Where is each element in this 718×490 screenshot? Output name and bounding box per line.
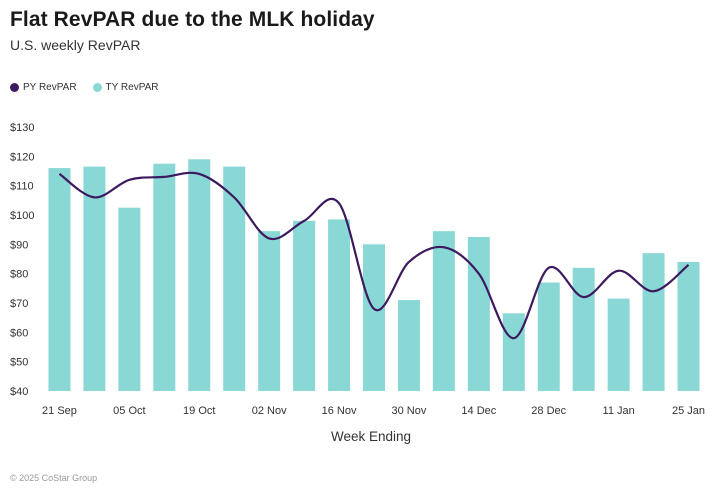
- legend-ty-swatch: [92, 83, 102, 92]
- y-tick-label: $40: [10, 386, 28, 398]
- bar-ty-04-jan: [572, 267, 595, 391]
- bar-ty-26-oct: [223, 166, 246, 391]
- bar-ty-28-dec: [537, 282, 560, 391]
- legend-item-ty: TY RevPAR: [92, 82, 159, 93]
- bar-ty-12-oct: [153, 163, 176, 391]
- y-tick-label: $110: [10, 181, 34, 193]
- y-tick-label: $60: [10, 327, 28, 339]
- y-tick-label: $70: [10, 298, 28, 310]
- bar-ty-21-sep: [48, 168, 71, 391]
- bar-ty-23-nov: [363, 244, 385, 391]
- x-tick-label: 21 Sep: [42, 405, 77, 417]
- line-py-revpar: [58, 171, 690, 340]
- bar-ty-02-nov: [258, 231, 281, 391]
- bar-ty-25-jan: [677, 261, 700, 391]
- legend-ty-label: TY RevPAR: [105, 82, 159, 93]
- y-tick-label: $100: [10, 210, 34, 222]
- legend: PY RevPAR TY RevPAR: [10, 82, 175, 93]
- legend-item-py: PY RevPAR: [10, 82, 77, 93]
- chart-subtitle: U.S. weekly RevPAR: [10, 37, 141, 53]
- x-tick-label: 19 Oct: [183, 405, 215, 417]
- y-tick-label: $130: [10, 122, 34, 134]
- y-tick-label: $120: [10, 151, 34, 163]
- bar-ty-05-oct: [118, 207, 141, 391]
- bar-ty-09-nov: [293, 220, 316, 391]
- x-tick-label: 16 Nov: [322, 405, 357, 417]
- bar-ty-14-dec: [467, 237, 490, 391]
- bar-ty-18-jan: [642, 253, 665, 391]
- bar-ty-16-nov: [328, 219, 351, 391]
- legend-py-label: PY RevPAR: [23, 82, 77, 93]
- y-tick-label: $80: [10, 269, 28, 281]
- legend-py-swatch: [10, 83, 19, 92]
- x-axis-label: Week Ending: [331, 429, 411, 444]
- bar-ty-19-oct: [188, 159, 211, 391]
- bar-ty-28-sep: [83, 166, 106, 391]
- bar-ty-11-jan: [607, 298, 630, 391]
- x-tick-label: 25 Jan: [672, 405, 705, 417]
- x-tick-label: 05 Oct: [113, 405, 145, 417]
- x-tick-label: 28 Dec: [531, 405, 566, 417]
- copyright-footer: © 2025 CoStar Group: [10, 473, 98, 483]
- x-tick-label: 14 Dec: [461, 405, 496, 417]
- x-tick-label: 30 Nov: [392, 405, 427, 417]
- y-tick-label: $90: [10, 239, 28, 251]
- bar-ty-30-nov: [397, 300, 420, 391]
- bar-ty-07-dec: [432, 231, 455, 391]
- y-tick-label: $50: [10, 357, 28, 369]
- x-tick-label: 11 Jan: [603, 405, 635, 417]
- bar-ty-21-dec: [502, 313, 525, 391]
- chart-title: Flat RevPAR due to the MLK holiday: [10, 8, 375, 31]
- x-tick-label: 02 Nov: [252, 405, 287, 417]
